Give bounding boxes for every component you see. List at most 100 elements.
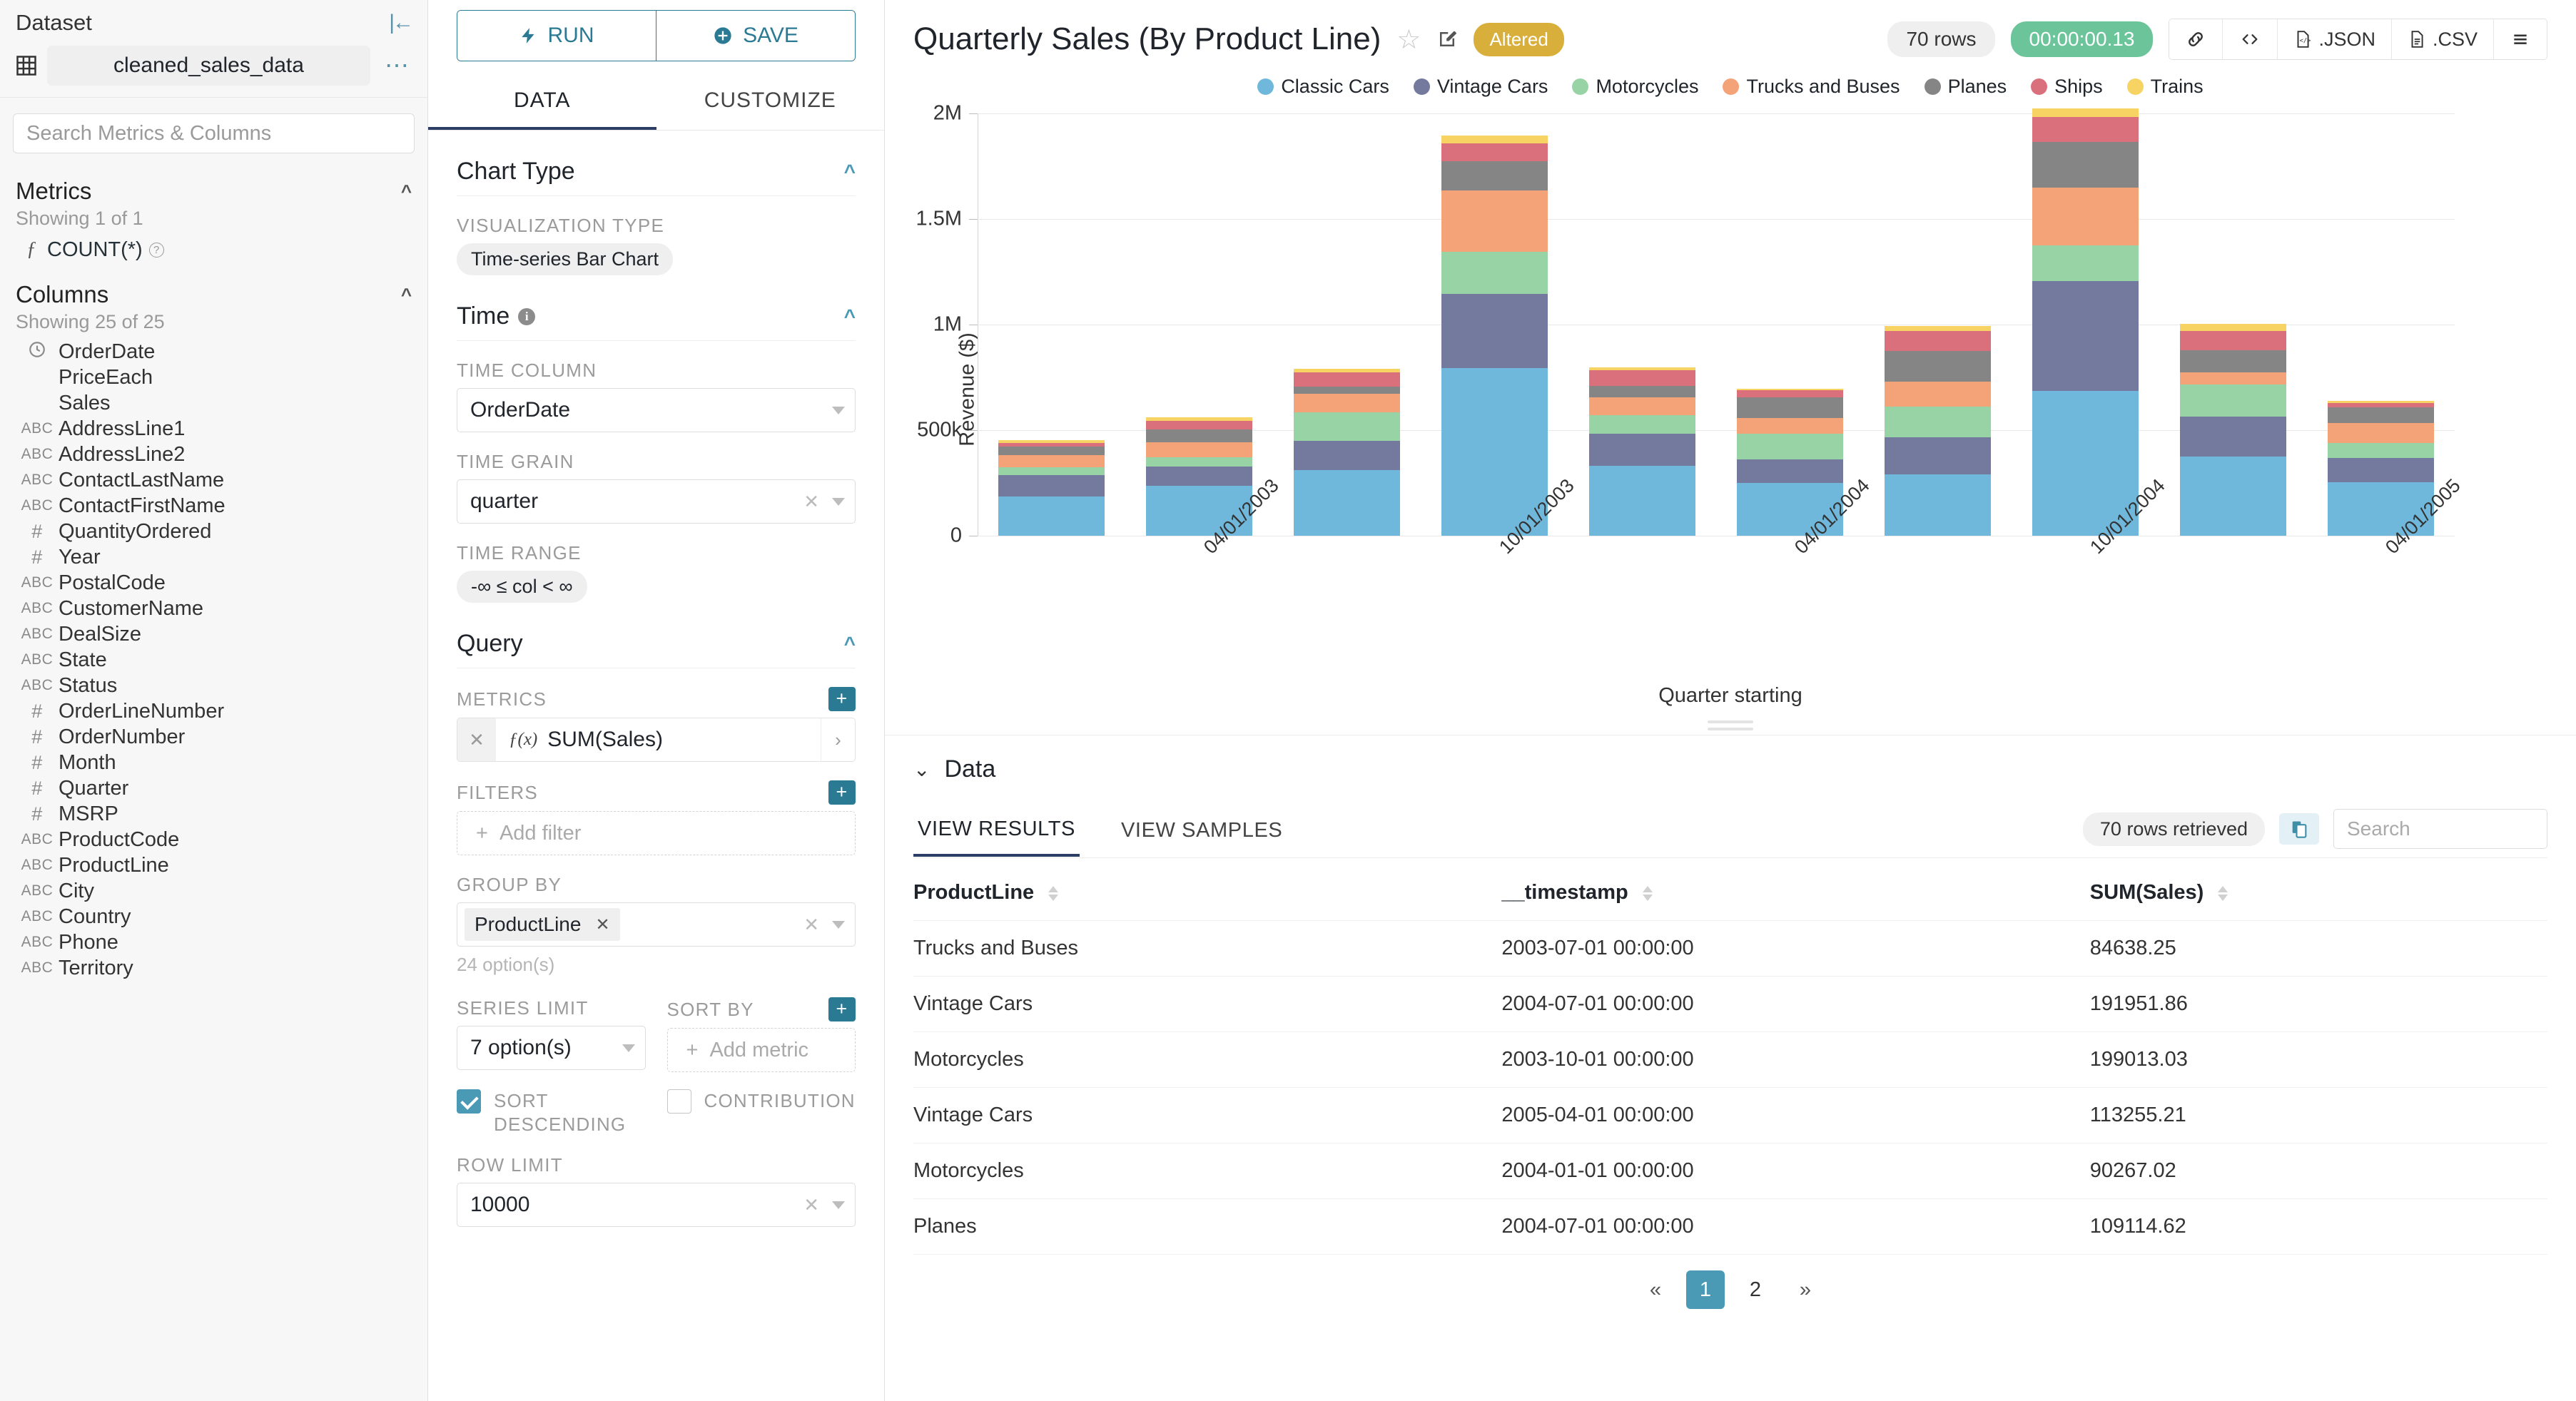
- chevron-up-icon-query[interactable]: ^: [843, 632, 856, 655]
- bar-segment[interactable]: [2032, 116, 2139, 143]
- column-item[interactable]: ABC AddressLine2: [0, 442, 427, 467]
- bar-segment[interactable]: [1736, 433, 1844, 459]
- bar-segment[interactable]: [2179, 372, 2287, 385]
- bar-segment[interactable]: [1293, 412, 1401, 441]
- row-limit-select[interactable]: 10000 ✕: [457, 1183, 856, 1227]
- stacked-bar[interactable]: [2032, 108, 2139, 536]
- bar-segment[interactable]: [1884, 325, 1992, 331]
- clear-icon-groupby[interactable]: ✕: [803, 913, 819, 935]
- column-item[interactable]: ABC Status: [0, 673, 427, 698]
- bar-segment[interactable]: [2032, 187, 2139, 246]
- star-outline-icon[interactable]: ☆: [1396, 24, 1421, 55]
- bar-segment[interactable]: [1441, 161, 1548, 191]
- bar-segment[interactable]: [2032, 281, 2139, 392]
- remove-metric-icon[interactable]: ✕: [457, 718, 496, 761]
- legend-item[interactable]: Trains: [2126, 76, 2204, 98]
- bar-segment[interactable]: [1145, 442, 1253, 457]
- status-badge[interactable]: Altered: [1474, 22, 1564, 56]
- table-row[interactable]: Vintage Cars 2004-07-01 00:00:00 191951.86: [913, 976, 2547, 1032]
- edit-properties-icon[interactable]: [1436, 29, 1458, 50]
- column-item[interactable]: # MSRP: [0, 801, 427, 827]
- sort-descending-checkbox[interactable]: [457, 1089, 481, 1114]
- bar-segment[interactable]: [1884, 407, 1992, 438]
- pagination-next[interactable]: »: [1799, 1278, 1812, 1301]
- bar-segment[interactable]: [2327, 402, 2435, 408]
- stacked-bar[interactable]: [998, 439, 1105, 536]
- pagination-page-2[interactable]: 2: [1749, 1278, 1762, 1301]
- download-json-button[interactable]: </> .JSON: [2278, 19, 2392, 59]
- bar-segment[interactable]: [1588, 367, 1696, 370]
- table-row[interactable]: Vintage Cars 2005-04-01 00:00:00 113255.21: [913, 1087, 2547, 1143]
- visualization-type-value[interactable]: Time-series Bar Chart: [457, 243, 674, 275]
- bar-segment[interactable]: [2179, 323, 2287, 331]
- add-sort-metric-button[interactable]: + Add metric: [666, 1028, 856, 1072]
- column-item[interactable]: # OrderNumber: [0, 724, 427, 750]
- bar-segment[interactable]: [1884, 437, 1992, 475]
- bar-segment[interactable]: [1588, 386, 1696, 397]
- bar-segment[interactable]: [2032, 391, 2139, 536]
- bar-segment[interactable]: [1588, 370, 1696, 387]
- add-filter-button[interactable]: + Add filter: [457, 811, 856, 855]
- column-item[interactable]: ABC AddressLine1: [0, 416, 427, 442]
- column-item[interactable]: # Year: [0, 544, 427, 570]
- bar-segment[interactable]: [1884, 330, 1992, 352]
- pagination-page-1[interactable]: 1: [1686, 1270, 1725, 1309]
- view-query-button[interactable]: [2223, 19, 2278, 59]
- stacked-bar[interactable]: [1145, 417, 1253, 536]
- bar-segment[interactable]: [1884, 474, 1992, 536]
- bar-segment[interactable]: [998, 496, 1105, 536]
- share-link-button[interactable]: [2169, 19, 2223, 59]
- bar-segment[interactable]: [2327, 407, 2435, 424]
- remove-group-by-icon[interactable]: ✕: [595, 915, 610, 934]
- bar-segment[interactable]: [2327, 482, 2435, 536]
- save-button[interactable]: SAVE: [656, 11, 855, 61]
- tab-view-results[interactable]: VIEW RESULTS: [913, 810, 1080, 857]
- bar-segment[interactable]: [1441, 367, 1548, 536]
- column-item[interactable]: ABC Territory: [0, 955, 427, 981]
- table-row[interactable]: Planes 2004-07-01 00:00:00 109114.62: [913, 1198, 2547, 1255]
- add-filter-plus-button[interactable]: +: [828, 780, 856, 805]
- stacked-bar[interactable]: [2179, 323, 2287, 536]
- column-item[interactable]: ABC ContactFirstName: [0, 493, 427, 519]
- stacked-bar[interactable]: [1736, 388, 1844, 536]
- bar-segment[interactable]: [998, 455, 1105, 467]
- bar-segment[interactable]: [1145, 457, 1253, 467]
- bar-segment[interactable]: [2179, 416, 2287, 457]
- column-item[interactable]: PriceEach: [0, 365, 427, 390]
- bar-segment[interactable]: [1441, 190, 1548, 253]
- bar-segment[interactable]: [2179, 457, 2287, 536]
- legend-item[interactable]: Motorcycles: [1572, 76, 1698, 98]
- bar-segment[interactable]: [998, 442, 1105, 447]
- chevron-down-icon-data[interactable]: ⌄: [913, 758, 930, 780]
- pagination-prev[interactable]: «: [1649, 1278, 1662, 1301]
- run-button[interactable]: RUN: [457, 11, 656, 61]
- bar-segment[interactable]: [2179, 350, 2287, 372]
- bar-segment[interactable]: [1293, 393, 1401, 412]
- table-row[interactable]: Motorcycles 2004-01-01 00:00:00 90267.02: [913, 1143, 2547, 1199]
- column-item[interactable]: ABC ProductLine: [0, 852, 427, 878]
- bar-segment[interactable]: [2179, 330, 2287, 350]
- legend-item[interactable]: Ships: [2031, 76, 2103, 98]
- bar-segment[interactable]: [998, 475, 1105, 496]
- group-by-tag[interactable]: ProductLine ✕: [465, 908, 620, 941]
- legend-item[interactable]: Planes: [1924, 76, 2007, 98]
- column-header-productline[interactable]: ProductLine: [913, 862, 1502, 921]
- bar-segment[interactable]: [2327, 443, 2435, 459]
- column-item[interactable]: ABC City: [0, 878, 427, 904]
- tab-customize[interactable]: CUSTOMIZE: [704, 88, 836, 112]
- chevron-up-icon-columns[interactable]: ^: [400, 283, 412, 305]
- bar-segment[interactable]: [1736, 417, 1844, 434]
- bar-segment[interactable]: [1588, 414, 1696, 434]
- bar-segment[interactable]: [1145, 429, 1253, 443]
- resize-handle[interactable]: [885, 708, 2576, 735]
- bar-segment[interactable]: [1736, 459, 1844, 484]
- chevron-right-icon[interactable]: ›: [821, 718, 855, 761]
- contribution-checkbox[interactable]: [666, 1089, 691, 1114]
- collapse-left-icon[interactable]: |←: [389, 11, 414, 34]
- clear-icon-timegrain[interactable]: ✕: [803, 490, 819, 512]
- column-item[interactable]: # QuantityOrdered: [0, 519, 427, 544]
- add-metric-plus-button[interactable]: +: [828, 687, 856, 711]
- bar-segment[interactable]: [998, 467, 1105, 476]
- bar-segment[interactable]: [1145, 486, 1253, 536]
- copy-button[interactable]: [2279, 813, 2319, 845]
